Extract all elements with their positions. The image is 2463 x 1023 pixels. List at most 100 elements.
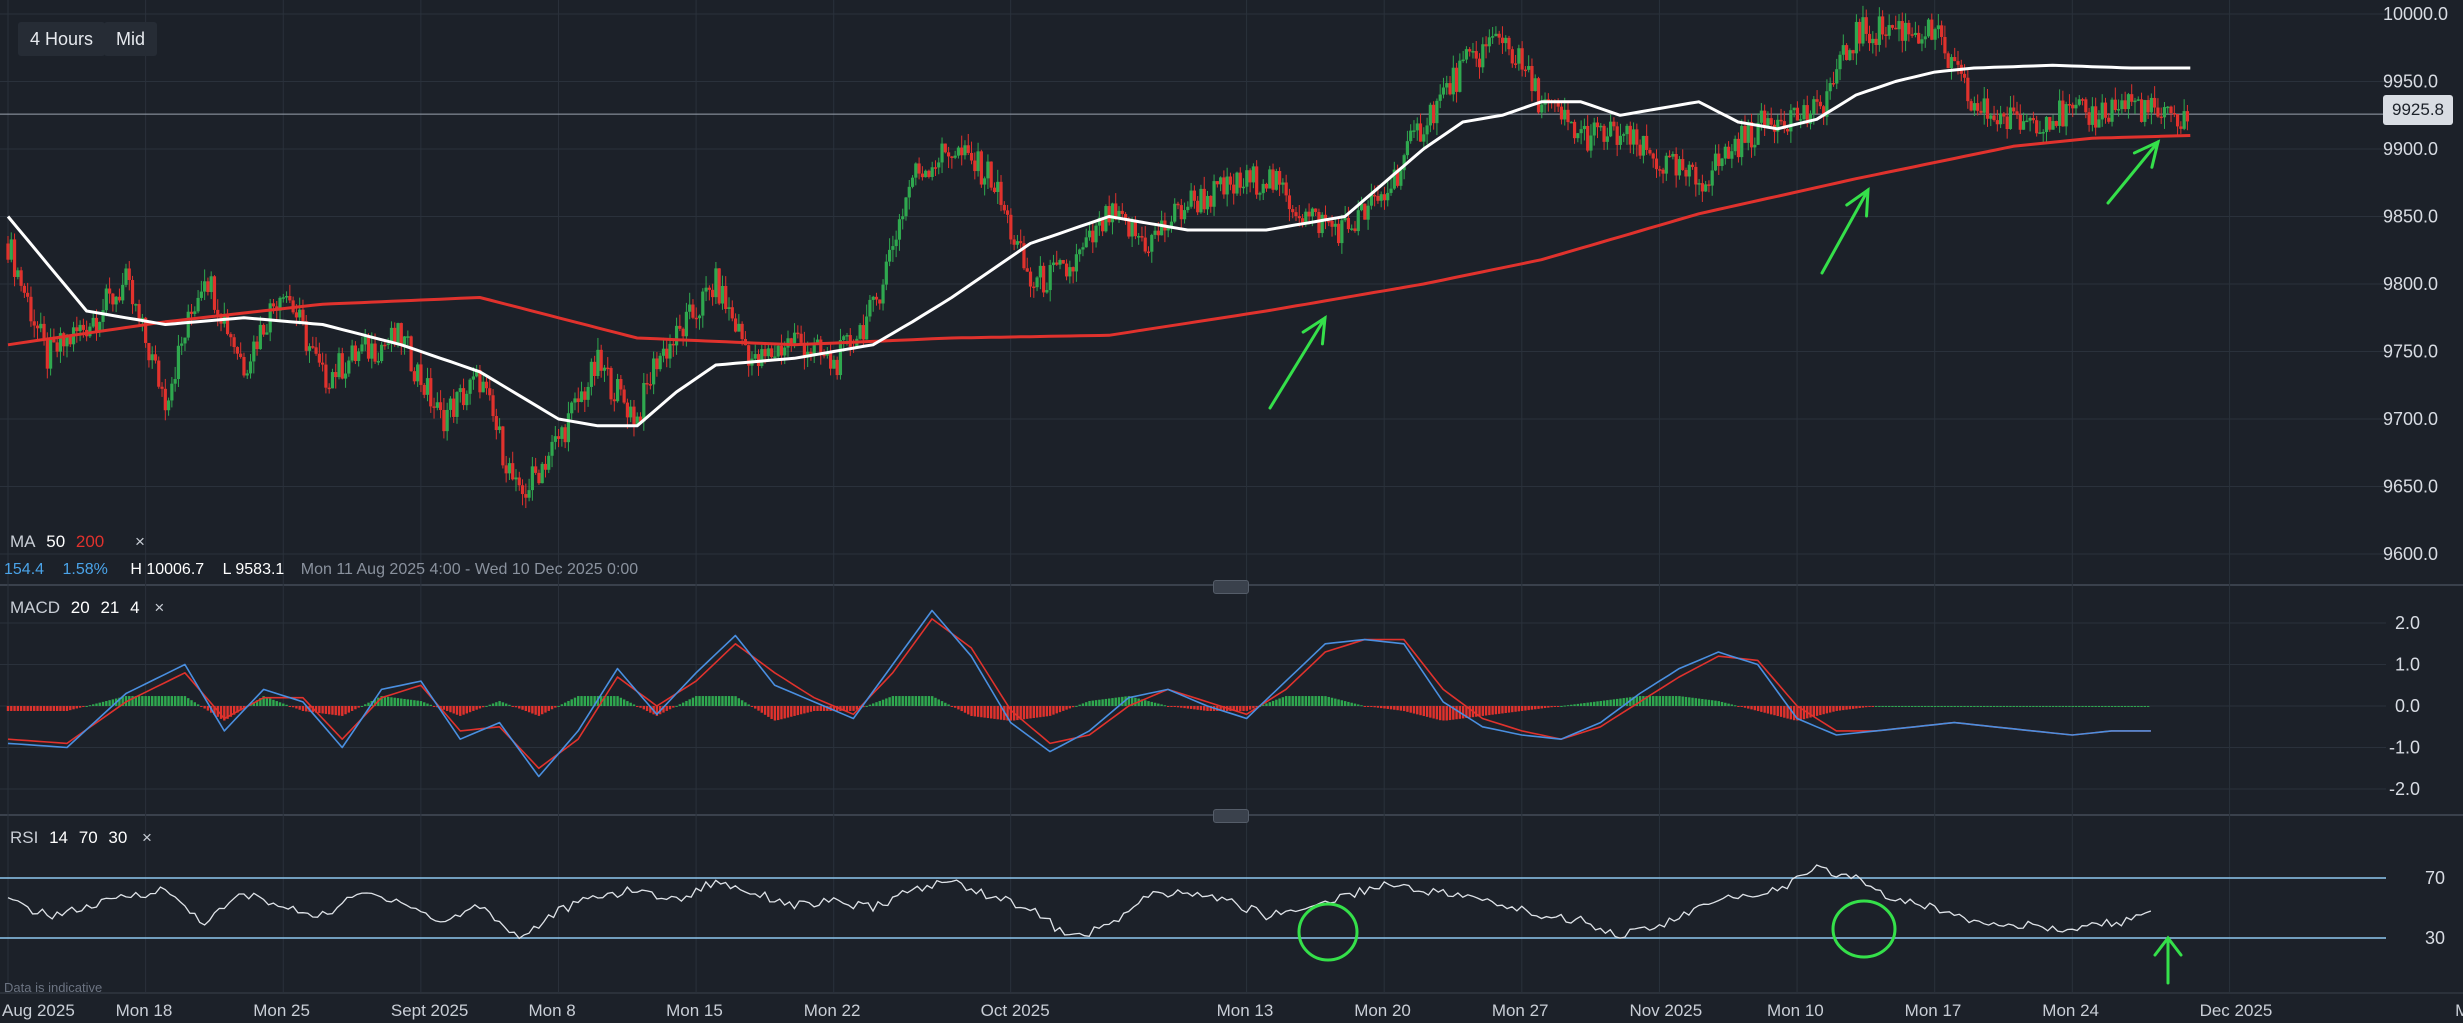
macd-histogram-bar — [685, 700, 688, 706]
candle-body — [989, 161, 993, 188]
x-tick-label: Nov 2025 — [1629, 1001, 1702, 1020]
candle-body — [1019, 241, 1023, 244]
candle-body — [163, 388, 167, 411]
price-type-button[interactable]: Mid — [104, 22, 158, 56]
macd-histogram-bar — [1897, 706, 1901, 707]
macd-histogram-bar — [137, 696, 141, 706]
candle-body — [1681, 159, 1685, 170]
candle-body — [1897, 21, 1901, 30]
candle-body — [281, 297, 285, 299]
macd-histogram-bar — [154, 696, 157, 706]
macd-histogram-bar — [1825, 706, 1829, 714]
macd-histogram-bar — [1019, 706, 1022, 720]
candle-body — [937, 162, 941, 168]
ma-legend: MA 50 200 × — [10, 532, 155, 552]
candle-body — [458, 388, 462, 393]
candle-body — [366, 335, 371, 359]
macd-histogram-bar — [1563, 705, 1566, 707]
macd-histogram-bar — [914, 696, 918, 706]
macd-histogram-bar — [1589, 702, 1593, 706]
macd-histogram-bar — [1383, 706, 1386, 709]
candle-body — [786, 338, 790, 348]
candle-body — [1982, 98, 1986, 113]
macd-histogram-bar — [1153, 702, 1157, 706]
macd-histogram-bar — [1432, 706, 1435, 719]
timeframe-button[interactable]: 4 Hours — [18, 22, 106, 56]
candle-body — [419, 364, 423, 385]
candle-body — [1785, 129, 1790, 132]
candle-body — [1890, 25, 1895, 28]
candle-body — [1045, 290, 1049, 293]
macd-signal-period[interactable]: 4 — [130, 598, 140, 617]
candle-body — [783, 347, 787, 356]
candle-body — [107, 288, 112, 294]
macd-histogram-bar — [665, 706, 668, 711]
rsi-pane-resize-handle[interactable] — [1213, 809, 1249, 823]
macd-histogram-bar — [419, 701, 423, 706]
macd-histogram-bar — [1455, 706, 1458, 720]
candle-body — [1844, 45, 1849, 61]
candle-body — [819, 339, 823, 355]
candle-body — [861, 325, 865, 340]
annotation-arrow — [1268, 316, 1327, 410]
macd-histogram-bar — [629, 702, 632, 706]
candle-body — [1038, 265, 1042, 278]
macd-histogram-bar — [33, 706, 36, 711]
candle-body — [1766, 118, 1770, 128]
candle-body — [1028, 271, 1033, 287]
macd-histogram-bar — [1052, 706, 1055, 715]
rsi-remove-icon[interactable]: × — [142, 828, 152, 847]
annotation-arrow-head — [1301, 315, 1327, 346]
candle-body — [2156, 107, 2160, 117]
macd-histogram-bar — [1694, 698, 1698, 706]
candle-body — [1251, 166, 1255, 183]
candle-body — [1946, 53, 1950, 69]
macd-histogram-bar — [29, 706, 33, 711]
rsi-line — [7, 864, 2152, 940]
macd-histogram-bar — [872, 703, 875, 706]
ma-remove-icon[interactable]: × — [135, 532, 145, 551]
macd-histogram-bar — [1144, 700, 1147, 706]
candle-body — [1097, 217, 1101, 226]
macd-histogram-bar — [2143, 706, 2147, 707]
macd-histogram-bar — [2068, 706, 2071, 707]
macd-remove-icon[interactable]: × — [154, 598, 165, 617]
candle-body — [32, 321, 36, 326]
candle-body — [1258, 193, 1262, 195]
macd-histogram-bar — [1468, 706, 1471, 718]
candle-body — [737, 323, 741, 332]
macd-histogram-bar — [1671, 696, 1675, 706]
macd-histogram-bar — [236, 706, 239, 713]
macd-pane-resize-handle[interactable] — [1213, 580, 1249, 594]
candle-body — [1087, 230, 1092, 238]
ma-slow-period[interactable]: 200 — [75, 532, 105, 551]
candle-body — [953, 155, 957, 158]
macd-histogram-bar — [485, 705, 488, 707]
macd-histogram-bar — [1661, 696, 1665, 706]
candle-body — [1612, 121, 1616, 127]
macd-histogram-bar — [1914, 706, 1917, 707]
macd-slow-period[interactable]: 21 — [100, 598, 120, 617]
macd-histogram-bar — [1334, 698, 1337, 706]
candle-body — [1461, 59, 1465, 62]
candle-body — [1972, 103, 1976, 111]
macd-histogram-bar — [714, 696, 718, 706]
candle-body — [1133, 221, 1137, 237]
price-high: H 10006.7 — [130, 561, 205, 578]
macd-histogram-bar — [917, 696, 921, 706]
candle-body — [1464, 49, 1469, 60]
rsi-period[interactable]: 14 — [49, 828, 68, 847]
candle-body — [907, 186, 911, 198]
macd-fast-period[interactable]: 20 — [70, 598, 90, 617]
ma-fast-period[interactable]: 50 — [46, 532, 66, 551]
candle-body — [1917, 32, 1921, 44]
candle-body — [501, 426, 505, 466]
macd-legend-label: MACD — [10, 598, 61, 617]
rsi-upper-level[interactable]: 70 — [78, 828, 98, 847]
macd-histogram-bar — [521, 706, 524, 710]
rsi-lower-level[interactable]: 30 — [108, 828, 128, 847]
macd-histogram-bar — [59, 706, 62, 711]
candle-body — [225, 314, 230, 335]
macd-histogram-bar — [1278, 698, 1281, 706]
